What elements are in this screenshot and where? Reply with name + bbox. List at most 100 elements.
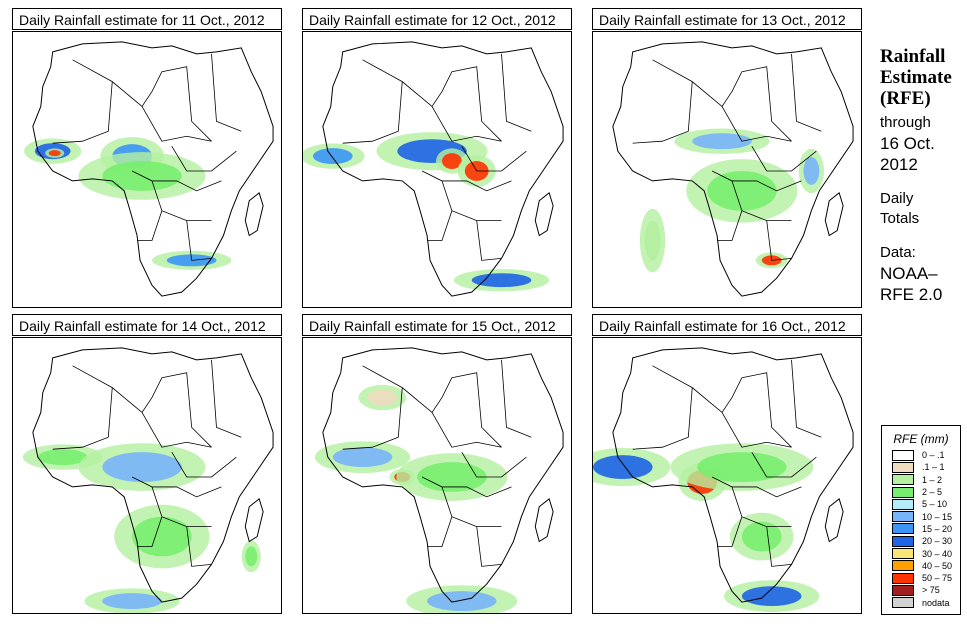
- country-border: [211, 53, 242, 132]
- country-border: [731, 486, 792, 528]
- madagascar-coastline: [534, 497, 554, 543]
- country-border: [421, 476, 512, 498]
- legend-item: 30 – 40: [892, 547, 960, 560]
- caption-period-line-2: Totals: [880, 210, 920, 227]
- rainfall-area: [644, 220, 661, 261]
- country-border: [72, 365, 163, 414]
- legend-swatch: [892, 498, 914, 510]
- country-border: [652, 365, 743, 414]
- rainfall-area: [332, 447, 393, 468]
- africa-rainfall-map: [592, 31, 862, 308]
- rainfall-map-panel: Daily Rainfall estimate for 15 Oct., 201…: [302, 314, 572, 615]
- rainfall-map-panel: Daily Rainfall estimate for 12 Oct., 201…: [302, 8, 572, 309]
- country-border: [711, 170, 802, 192]
- legend-item: 2 – 5: [892, 486, 960, 498]
- coastline: [32, 347, 274, 603]
- rainfall-area: [245, 546, 258, 567]
- panel-title: Daily Rainfall estimate for 16 Oct., 201…: [592, 314, 862, 336]
- legend-swatch: [892, 523, 914, 535]
- rainfall-area: [417, 462, 487, 492]
- africa-rainfall-map: [12, 337, 282, 614]
- legend-label: 1 – 2: [922, 474, 943, 485]
- coastline: [612, 41, 854, 297]
- country-border: [711, 476, 802, 498]
- rainfall-area: [471, 273, 532, 288]
- caption-source-line-1: NOAA–: [880, 264, 938, 283]
- rainfall-area: [102, 452, 182, 482]
- country-border: [52, 387, 113, 450]
- country-border: [791, 359, 822, 438]
- country-border: [741, 372, 792, 448]
- country-border: [501, 359, 532, 438]
- legend-label: 0 – .1: [922, 450, 945, 461]
- country-border: [476, 220, 502, 261]
- country-border: [717, 210, 743, 241]
- caption-data-label: Data:: [880, 244, 916, 261]
- legend-swatch: [892, 584, 914, 596]
- country-border: [751, 451, 817, 478]
- rainfall-area: [697, 452, 787, 482]
- legend-swatch: [892, 597, 914, 609]
- legend-item: 40 – 50: [892, 560, 960, 572]
- panel-title: Daily Rainfall estimate for 15 Oct., 201…: [302, 314, 572, 336]
- rainfall-map-panel: Daily Rainfall estimate for 14 Oct., 201…: [12, 314, 282, 615]
- rainfall-map-panel: Daily Rainfall estimate for 13 Oct., 201…: [592, 8, 862, 309]
- rainfall-area: [741, 586, 802, 607]
- coastline: [32, 41, 274, 297]
- country-border: [161, 372, 212, 448]
- country-border: [131, 170, 222, 192]
- country-border: [211, 359, 242, 438]
- country-border: [427, 210, 453, 241]
- rainfall-area: [441, 153, 462, 170]
- country-border: [151, 180, 212, 222]
- legend-label: > 75: [922, 585, 940, 596]
- coastline: [612, 347, 854, 603]
- legend-label: nodata: [922, 597, 950, 608]
- rainfall-area: [367, 389, 398, 406]
- country-border: [72, 59, 163, 108]
- rainfall-area: [707, 170, 777, 211]
- country-border: [632, 81, 693, 144]
- country-border: [721, 106, 792, 142]
- madagascar-coastline: [244, 497, 264, 543]
- caption-title-line-3: (RFE): [880, 88, 931, 109]
- panel-title: Daily Rainfall estimate for 13 Oct., 201…: [592, 8, 862, 30]
- legend-label: 15 – 20: [922, 523, 953, 534]
- legend-item: 15 – 20: [892, 523, 960, 535]
- caption-title-line-2: Estimate: [880, 67, 952, 88]
- legend-item: 20 – 30: [892, 535, 960, 547]
- legend-item: 50 – 75: [892, 572, 960, 584]
- legend-swatch: [892, 474, 914, 486]
- rainfall-map-panel: Daily Rainfall estimate for 11 Oct., 201…: [12, 8, 282, 309]
- legend-swatch: [892, 511, 914, 523]
- country-border: [451, 66, 502, 142]
- country-border: [362, 59, 453, 108]
- country-border: [151, 486, 212, 528]
- country-border: [766, 526, 792, 567]
- caption-date-line-2: 2012: [880, 155, 918, 174]
- country-border: [141, 106, 212, 142]
- legend-item: > 75: [892, 584, 960, 596]
- country-border: [171, 145, 237, 172]
- caption-through: through: [880, 114, 931, 131]
- rainfall-area: [427, 591, 497, 612]
- country-border: [451, 372, 502, 448]
- rainfall-area: [48, 150, 61, 157]
- panel-title: Daily Rainfall estimate for 14 Oct., 201…: [12, 314, 282, 336]
- caption-source-line-2: RFE 2.0: [880, 285, 943, 304]
- legend-label: 5 – 10: [922, 499, 948, 510]
- legend-label: .1 – 1: [922, 462, 945, 473]
- country-border: [141, 412, 212, 448]
- country-border: [137, 210, 163, 241]
- country-border: [461, 145, 527, 172]
- africa-rainfall-map: [592, 337, 862, 614]
- country-border: [52, 81, 113, 144]
- map-caption: Rainfall Estimate (RFE) through 16 Oct. …: [880, 46, 965, 305]
- panel-title: Daily Rainfall estimate for 12 Oct., 201…: [302, 8, 572, 30]
- madagascar-coastline: [534, 191, 554, 237]
- rainfall-area: [692, 133, 752, 150]
- africa-rainfall-map: [12, 31, 282, 308]
- legend-label: 40 – 50: [922, 560, 953, 571]
- legend-title: RFE (mm): [893, 432, 949, 446]
